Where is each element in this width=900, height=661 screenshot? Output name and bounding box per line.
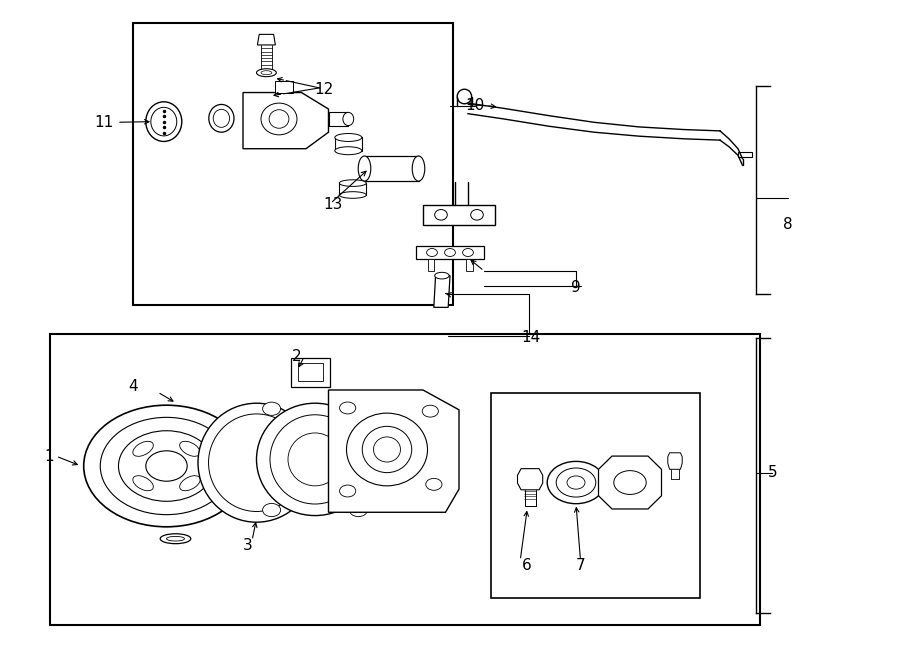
Ellipse shape — [374, 437, 400, 462]
Ellipse shape — [343, 112, 354, 126]
Ellipse shape — [412, 156, 425, 181]
Text: 11: 11 — [94, 115, 113, 130]
Circle shape — [146, 451, 187, 481]
Ellipse shape — [146, 102, 182, 141]
Text: 5: 5 — [768, 465, 777, 480]
Polygon shape — [738, 152, 752, 157]
Text: 3: 3 — [243, 538, 252, 553]
Text: 8: 8 — [783, 217, 792, 232]
Ellipse shape — [151, 107, 176, 136]
Polygon shape — [434, 276, 450, 307]
Circle shape — [422, 405, 438, 417]
Text: 12: 12 — [314, 82, 334, 97]
Polygon shape — [466, 259, 472, 271]
Ellipse shape — [166, 537, 184, 541]
Ellipse shape — [269, 110, 289, 128]
Polygon shape — [243, 93, 328, 149]
Circle shape — [263, 402, 281, 415]
Circle shape — [426, 479, 442, 490]
Ellipse shape — [180, 442, 200, 456]
Text: 2: 2 — [292, 350, 302, 364]
Polygon shape — [668, 453, 682, 469]
Ellipse shape — [270, 415, 360, 504]
Polygon shape — [339, 183, 366, 195]
Ellipse shape — [209, 414, 304, 512]
Ellipse shape — [256, 69, 276, 77]
Ellipse shape — [133, 442, 153, 456]
Text: 4: 4 — [129, 379, 138, 394]
Polygon shape — [598, 456, 662, 509]
Ellipse shape — [339, 180, 366, 186]
Ellipse shape — [160, 534, 191, 543]
Ellipse shape — [346, 413, 428, 486]
Polygon shape — [423, 205, 495, 225]
Circle shape — [614, 471, 646, 494]
Ellipse shape — [339, 192, 366, 198]
Polygon shape — [328, 112, 348, 126]
Ellipse shape — [198, 403, 315, 522]
Circle shape — [84, 405, 249, 527]
Ellipse shape — [256, 403, 374, 516]
Text: 13: 13 — [323, 198, 343, 212]
Circle shape — [263, 504, 281, 517]
Ellipse shape — [335, 147, 362, 155]
Circle shape — [556, 468, 596, 497]
Ellipse shape — [261, 71, 272, 75]
Ellipse shape — [180, 476, 200, 490]
Bar — [133, 23, 453, 305]
Polygon shape — [364, 156, 418, 181]
Polygon shape — [518, 469, 543, 490]
Text: 9: 9 — [572, 280, 580, 295]
Ellipse shape — [471, 210, 483, 220]
Polygon shape — [328, 390, 459, 512]
Text: 1: 1 — [45, 449, 54, 463]
Bar — [491, 393, 700, 598]
Circle shape — [463, 249, 473, 256]
Text: 14: 14 — [521, 330, 541, 344]
Ellipse shape — [435, 210, 447, 220]
Text: 10: 10 — [465, 98, 485, 113]
Polygon shape — [291, 358, 330, 387]
Ellipse shape — [358, 156, 371, 181]
Polygon shape — [416, 246, 484, 259]
Circle shape — [547, 461, 605, 504]
Ellipse shape — [457, 89, 472, 104]
Polygon shape — [298, 363, 323, 381]
Ellipse shape — [209, 104, 234, 132]
Circle shape — [339, 402, 356, 414]
Bar — [50, 334, 760, 625]
Ellipse shape — [288, 433, 342, 486]
Circle shape — [349, 504, 367, 517]
Circle shape — [567, 476, 585, 489]
Circle shape — [339, 485, 356, 497]
Polygon shape — [335, 137, 362, 151]
Circle shape — [445, 249, 455, 256]
Ellipse shape — [435, 272, 449, 279]
Text: 7: 7 — [576, 558, 585, 572]
Text: 6: 6 — [522, 558, 531, 572]
Ellipse shape — [335, 134, 362, 141]
Ellipse shape — [133, 476, 153, 490]
Ellipse shape — [261, 103, 297, 135]
Ellipse shape — [362, 426, 412, 473]
Circle shape — [427, 249, 437, 256]
Circle shape — [364, 420, 382, 433]
Circle shape — [119, 431, 214, 501]
Circle shape — [100, 417, 233, 515]
Polygon shape — [257, 34, 275, 45]
Ellipse shape — [213, 109, 230, 128]
Polygon shape — [428, 259, 434, 271]
Polygon shape — [274, 81, 292, 93]
